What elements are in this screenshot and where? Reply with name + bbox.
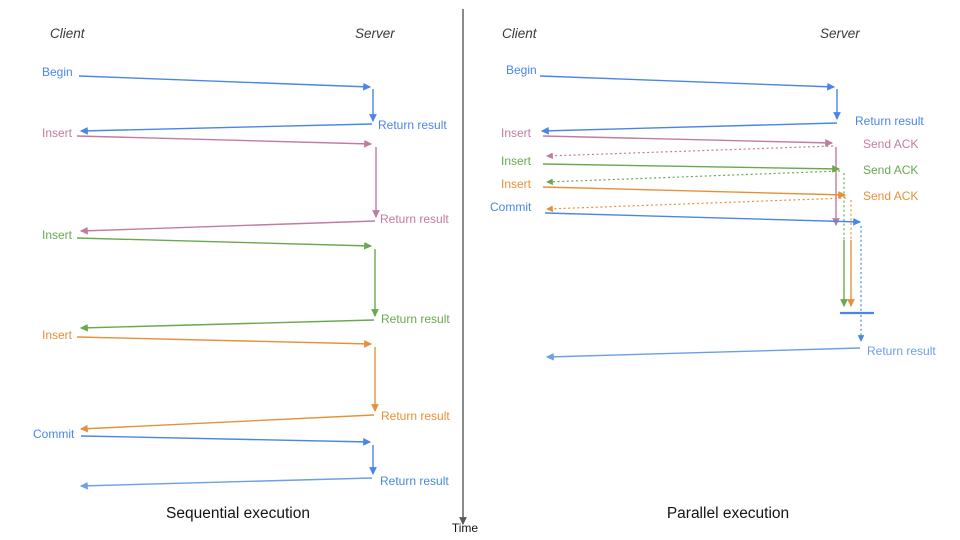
par-insert2-ack-arrow <box>546 170 841 186</box>
par-begin-request-arrow <box>539 75 836 91</box>
par-insert1-ack-label: Send ACK <box>863 137 919 151</box>
par-insert3-label: Insert <box>501 177 532 191</box>
time-axis-label: Time <box>451 521 479 535</box>
sequential-client-header: Client <box>50 26 85 41</box>
par-insert1-label: Insert <box>501 126 532 140</box>
par-insert3-ack-label: Send ACK <box>863 189 919 203</box>
seq-commit-response-arrow <box>79 477 373 490</box>
seq-insert1-request-arrow <box>76 135 373 148</box>
seq-insert3-label: Insert <box>42 328 73 342</box>
seq-insert1-result-label: Return result <box>380 212 449 226</box>
parallel-client-header: Client <box>502 26 537 41</box>
par-commit-request-arrow <box>544 212 862 226</box>
par-insert1-ack-arrow <box>546 145 834 160</box>
sequential-server-header: Server <box>355 26 395 41</box>
par-insert3-request-arrow <box>542 186 847 199</box>
par-insert1-request-arrow <box>542 135 834 147</box>
seq-insert1-response-arrow <box>79 220 376 235</box>
seq-insert2-label: Insert <box>42 228 73 242</box>
seq-commit-result-label: Return result <box>380 474 449 488</box>
seq-commit-label: Commit <box>33 427 75 441</box>
seq-insert2-response-arrow <box>79 319 375 332</box>
par-commit-response-arrow <box>545 347 861 361</box>
seq-insert3-response-arrow <box>79 414 375 433</box>
par-begin-label: Begin <box>506 63 537 77</box>
sequential-title: Sequential execution <box>166 505 310 522</box>
par-begin-result-label: Return result <box>855 114 924 128</box>
seq-begin-result-label: Return result <box>378 118 447 132</box>
seq-insert1-label: Insert <box>42 126 73 140</box>
par-begin-response-arrow <box>540 122 838 135</box>
seq-insert3-result-label: Return result <box>381 409 450 423</box>
par-insert2-request-arrow <box>542 163 841 173</box>
parallel-server-header: Server <box>820 26 860 41</box>
par-commit-label: Commit <box>490 200 532 214</box>
par-insert2-ack-label: Send ACK <box>863 163 919 177</box>
parallel-title: Parallel execution <box>666 505 790 522</box>
seq-insert2-result-label: Return result <box>381 312 450 326</box>
seq-begin-request-arrow <box>78 75 372 91</box>
par-insert2-label: Insert <box>501 154 532 168</box>
seq-begin-response-arrow <box>79 123 373 135</box>
par-insert3-ack-arrow <box>546 197 847 213</box>
seq-insert3-request-arrow <box>76 336 373 348</box>
par-commit-result-label: Return result <box>867 344 936 358</box>
seq-insert2-request-arrow <box>76 237 373 250</box>
seq-commit-request-arrow <box>80 435 372 446</box>
seq-begin-label: Begin <box>42 65 73 79</box>
